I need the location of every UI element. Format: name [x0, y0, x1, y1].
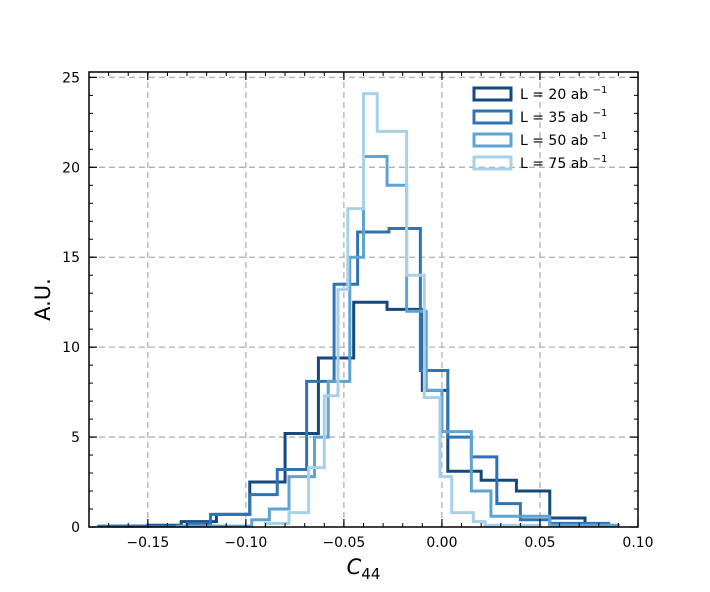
legend-label-2: L = 35 ab −1 [520, 108, 607, 126]
y-tick-label: 5 [71, 430, 80, 446]
series-line-4 [263, 92, 542, 527]
x-tick-label: −0.05 [322, 535, 365, 551]
legend-swatch-4 [472, 155, 513, 171]
x-tick-label: 0.10 [622, 535, 653, 551]
series-group [97, 92, 620, 528]
legend-swatch-3 [472, 132, 513, 148]
y-tick-label: 15 [62, 250, 80, 266]
y-axis-title: A.U. [31, 278, 55, 321]
x-tick-label: −0.10 [224, 535, 267, 551]
series-line-1 [111, 300, 587, 528]
y-tick-label: 20 [62, 160, 80, 176]
legend-label-1: L = 20 ab −1 [520, 85, 607, 103]
x-tick-label: 0.05 [524, 535, 555, 551]
x-tick-label: 0.00 [426, 535, 457, 551]
legend-swatch-2 [472, 109, 513, 125]
x-axis-title: C44 [347, 555, 381, 583]
y-tick-label: 10 [62, 340, 80, 356]
legend-swatch-1 [472, 86, 513, 102]
series-line-2 [97, 226, 611, 528]
x-tick-label: −0.15 [126, 535, 169, 551]
legend-label-3: L = 50 ab −1 [520, 131, 607, 149]
y-tick-label: 25 [62, 70, 80, 86]
legend: L = 20 ab −1 L = 35 ab −1 L = 50 ab −1 L = … [472, 85, 607, 172]
series-line-3 [175, 155, 620, 528]
legend-label-4: L = 75 ab −1 [520, 154, 607, 172]
y-tick-label: 0 [71, 520, 80, 536]
axes: −0.15 −0.10 −0.05 0.00 0.05 0.10 0 5 10 15 20 25 C44… [31, 70, 654, 583]
